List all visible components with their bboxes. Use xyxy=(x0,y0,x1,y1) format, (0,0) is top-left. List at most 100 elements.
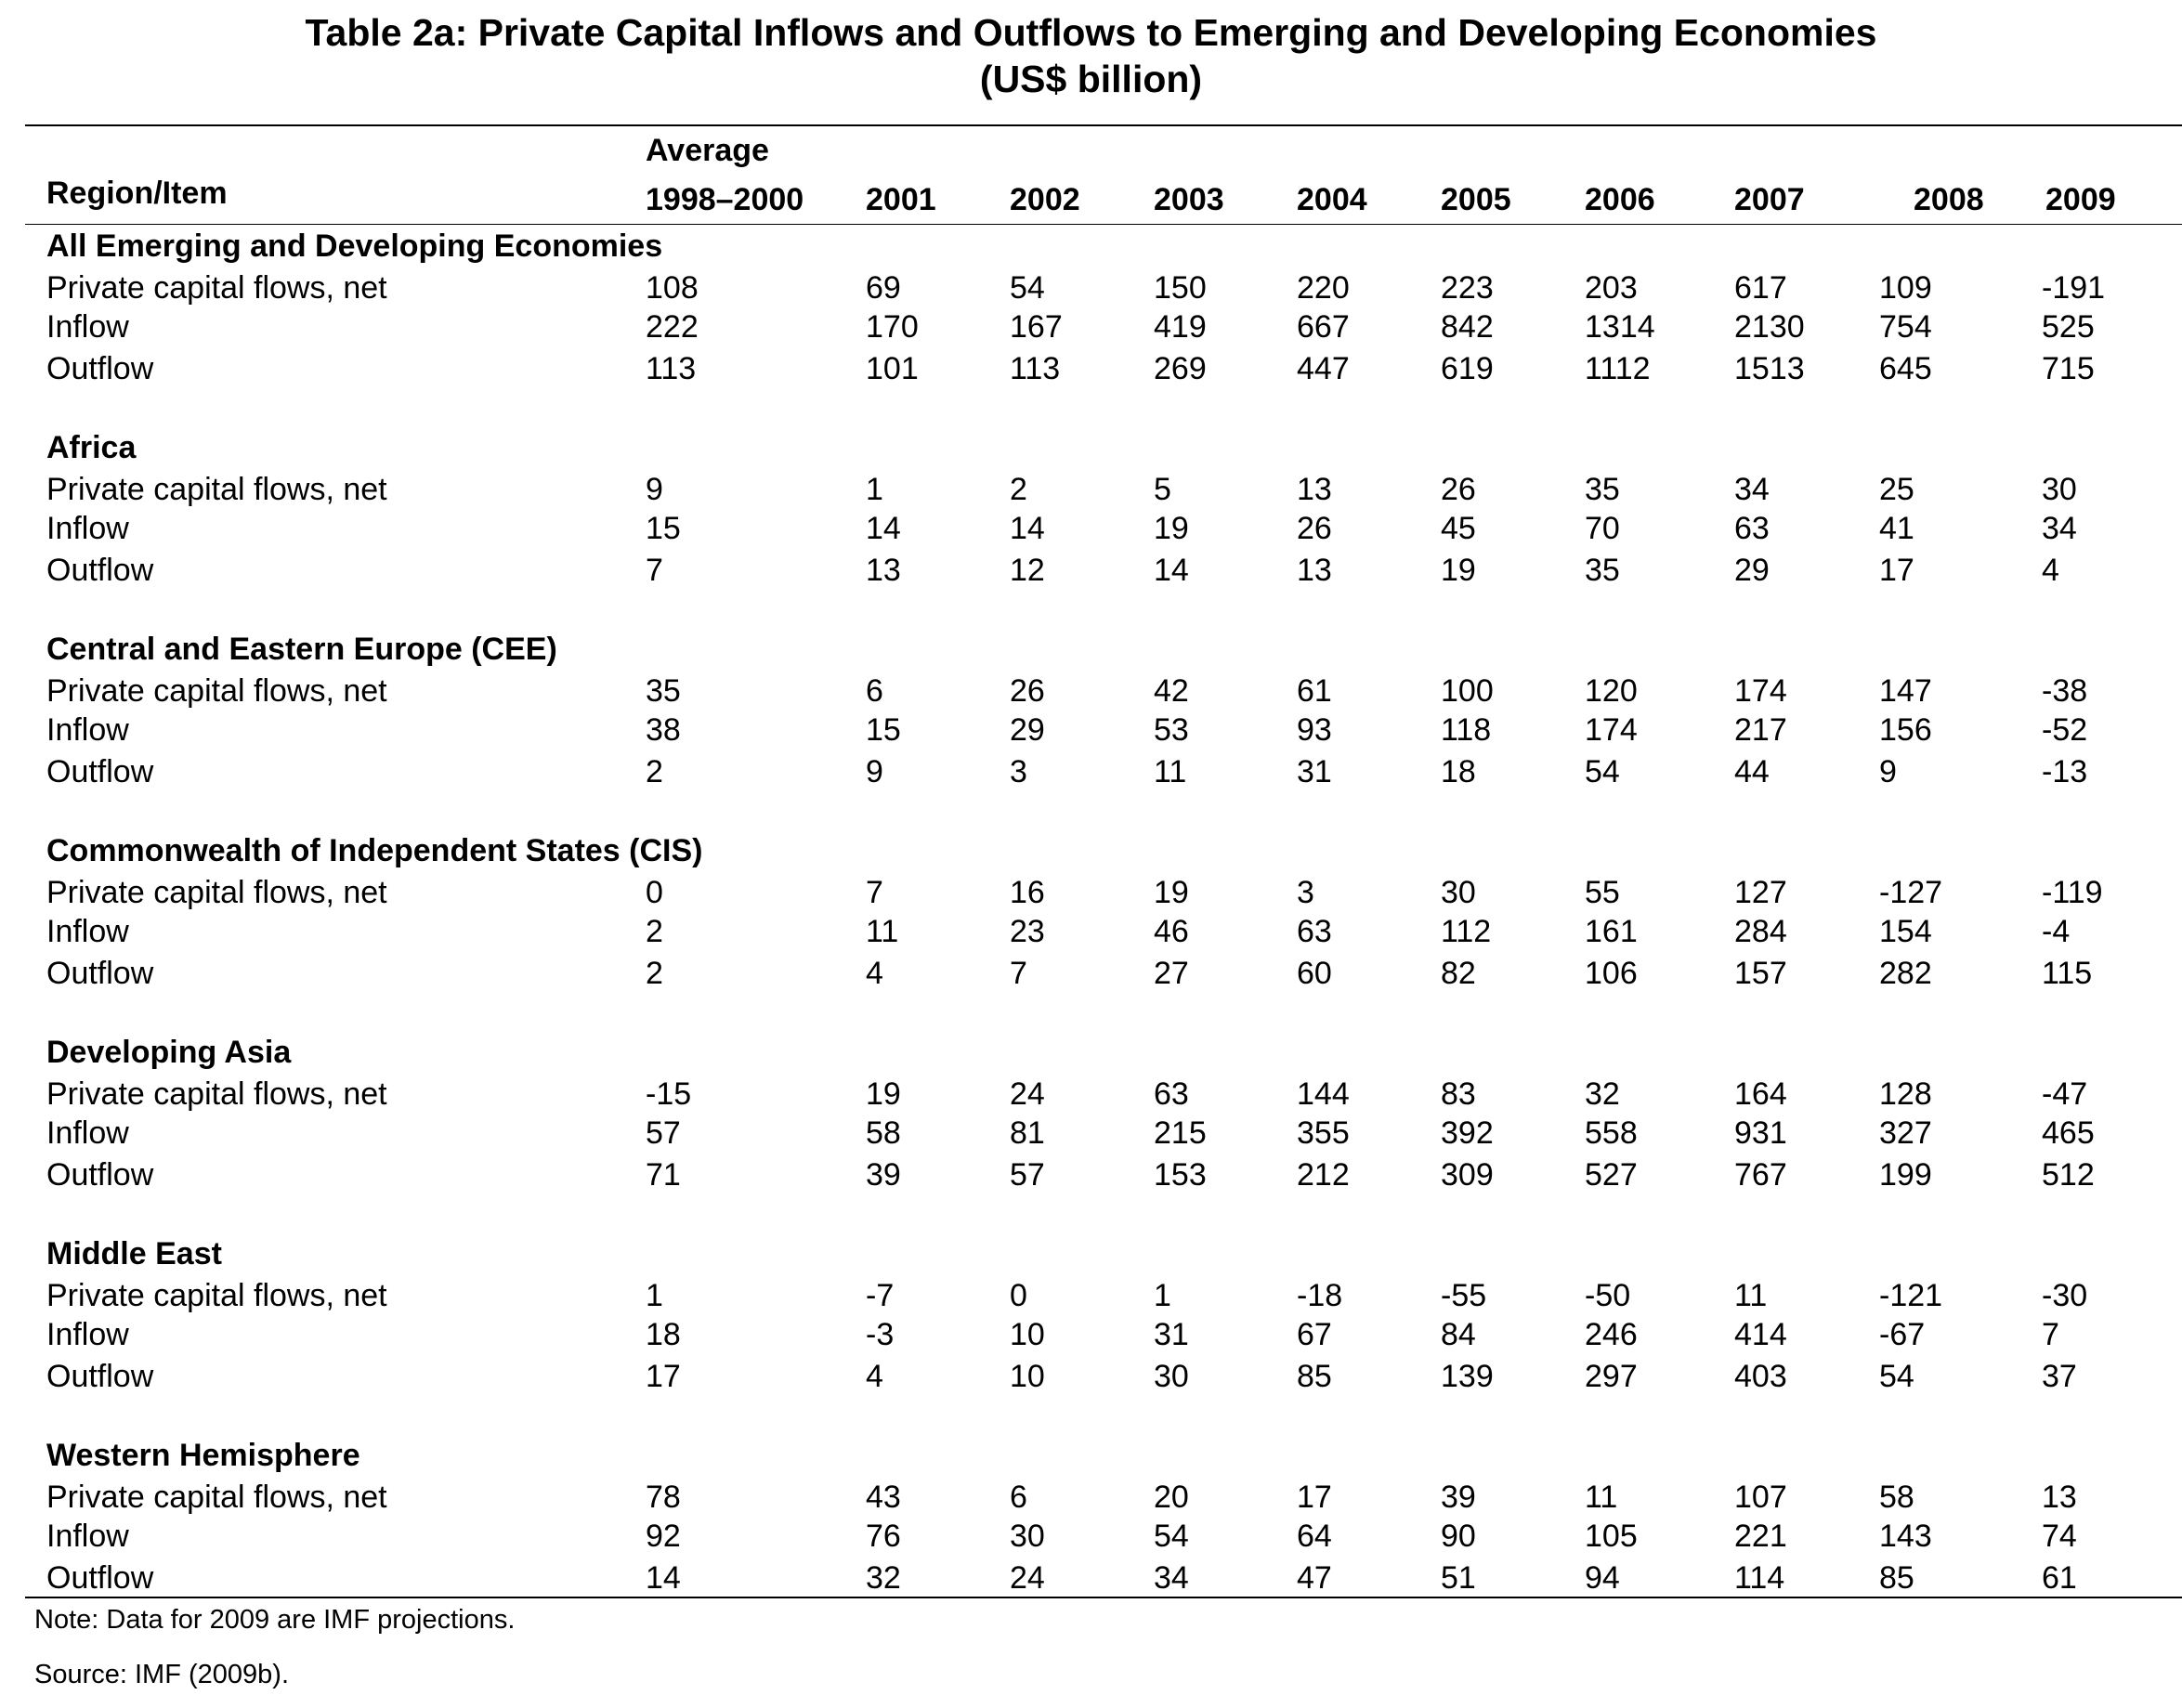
table-cell: 35 xyxy=(1585,553,1620,588)
table-cell: 128 xyxy=(1879,1076,1932,1112)
table-cell: 31 xyxy=(1297,754,1332,789)
table-cell: 419 xyxy=(1154,309,1207,345)
table-cell: 2 xyxy=(646,956,663,991)
table-cell: 46 xyxy=(1154,914,1189,949)
row-label: Inflow xyxy=(46,511,129,546)
region-heading: Commonwealth of Independent States (CIS) xyxy=(46,833,703,868)
table-cell: 0 xyxy=(1010,1278,1027,1313)
table-cell: 2 xyxy=(646,754,663,789)
table-cell: 447 xyxy=(1297,351,1350,386)
table-cell: 118 xyxy=(1441,712,1492,748)
table-cell: 282 xyxy=(1879,956,1932,991)
table-cell: -4 xyxy=(2042,914,2071,949)
table-cell: 63 xyxy=(1734,511,1770,546)
table-cell: 327 xyxy=(1879,1115,1932,1151)
table-cell: 414 xyxy=(1734,1317,1787,1352)
table-cell: 9 xyxy=(1879,754,1897,789)
table-cell: -119 xyxy=(2042,875,2103,910)
header-col-2001: 2001 xyxy=(866,182,936,217)
table-cell: 931 xyxy=(1734,1115,1787,1151)
table-cell: 156 xyxy=(1879,712,1932,748)
table-cell: 54 xyxy=(1154,1519,1189,1554)
table-cell: 54 xyxy=(1010,270,1045,306)
table-cell: 269 xyxy=(1154,351,1207,386)
table-cell: 203 xyxy=(1585,270,1638,306)
table-cell: 17 xyxy=(1297,1480,1332,1515)
table-cell: 53 xyxy=(1154,712,1189,748)
table-cell: -18 xyxy=(1297,1278,1343,1313)
header-col-avg: 1998–2000 xyxy=(646,182,804,217)
table-cell: 42 xyxy=(1154,673,1189,709)
row-label: Private capital flows, net xyxy=(46,1076,387,1112)
table-cell: 107 xyxy=(1734,1480,1787,1515)
table-cell: 223 xyxy=(1441,270,1494,306)
table-cell: 221 xyxy=(1734,1519,1787,1554)
table-cell: 12 xyxy=(1010,553,1045,588)
table-cell: 39 xyxy=(1441,1480,1476,1515)
table-cell: 11 xyxy=(1734,1278,1768,1313)
table-cell: 45 xyxy=(1441,511,1476,546)
table-cell: 754 xyxy=(1879,309,1932,345)
table-cell: 85 xyxy=(1879,1560,1914,1596)
table-cell: 109 xyxy=(1879,270,1932,306)
header-col-2004: 2004 xyxy=(1297,182,1367,217)
table-cell: 215 xyxy=(1154,1115,1207,1151)
table-cell: 617 xyxy=(1734,270,1787,306)
row-label: Inflow xyxy=(46,914,129,949)
table-cell: 105 xyxy=(1585,1519,1638,1554)
table-cell: 113 xyxy=(646,351,697,386)
table-cell: 525 xyxy=(2042,309,2095,345)
table-cell: -38 xyxy=(2042,673,2088,709)
table-cell: 13 xyxy=(2042,1480,2077,1515)
table-cell: -30 xyxy=(2042,1278,2088,1313)
table-cell: 220 xyxy=(1297,270,1350,306)
table-cell: 0 xyxy=(646,875,663,910)
table-cell: 15 xyxy=(646,511,681,546)
table-cell: 1 xyxy=(1154,1278,1171,1313)
table-cell: 37 xyxy=(2042,1359,2077,1394)
table-cell: 20 xyxy=(1154,1480,1189,1515)
table-cell: -67 xyxy=(1879,1317,1926,1352)
table-cell: 150 xyxy=(1154,270,1207,306)
table-cell: 1314 xyxy=(1585,309,1655,345)
table-cell: 58 xyxy=(1879,1480,1914,1515)
row-label: Outflow xyxy=(46,553,154,588)
table-cell: 10 xyxy=(1010,1359,1045,1394)
table-cell: 32 xyxy=(1585,1076,1620,1112)
table-cell: 108 xyxy=(646,270,699,306)
table-cell: 157 xyxy=(1734,956,1787,991)
table-cell: 16 xyxy=(1010,875,1045,910)
table-cell: 54 xyxy=(1879,1359,1914,1394)
table-cell: 51 xyxy=(1441,1560,1476,1596)
table-cell: 15 xyxy=(866,712,901,748)
header-col-2002: 2002 xyxy=(1010,182,1080,217)
row-label: Inflow xyxy=(46,1317,129,1352)
region-heading: Middle East xyxy=(46,1236,222,1271)
table-cell: 26 xyxy=(1441,472,1476,507)
table-cell: -3 xyxy=(866,1317,895,1352)
table-cell: 34 xyxy=(1734,472,1770,507)
table-cell: 297 xyxy=(1585,1359,1638,1394)
table-cell: 84 xyxy=(1441,1317,1476,1352)
table-cell: 41 xyxy=(1879,511,1914,546)
table-cell: 113 xyxy=(1010,351,1061,386)
table-cell: 120 xyxy=(1585,673,1638,709)
table-cell: 7 xyxy=(646,553,663,588)
table-cell: 147 xyxy=(1879,673,1932,709)
table-cell: 67 xyxy=(1297,1317,1332,1352)
region-heading: Central and Eastern Europe (CEE) xyxy=(46,632,557,667)
region-heading: Africa xyxy=(46,430,137,465)
table-cell: 527 xyxy=(1585,1157,1638,1193)
row-label: Outflow xyxy=(46,956,154,991)
table-cell: 39 xyxy=(866,1157,901,1193)
table-cell: 19 xyxy=(1441,553,1476,588)
table-cell: 25 xyxy=(1879,472,1914,507)
row-label: Private capital flows, net xyxy=(46,875,387,910)
table-cell: 4 xyxy=(866,1359,883,1394)
table-cell: 32 xyxy=(866,1560,901,1596)
table-cell: 170 xyxy=(866,309,919,345)
table-cell: 57 xyxy=(1010,1157,1045,1193)
table-cell: 30 xyxy=(1010,1519,1045,1554)
table-cell: 164 xyxy=(1734,1076,1787,1112)
table-cell: 217 xyxy=(1734,712,1787,748)
